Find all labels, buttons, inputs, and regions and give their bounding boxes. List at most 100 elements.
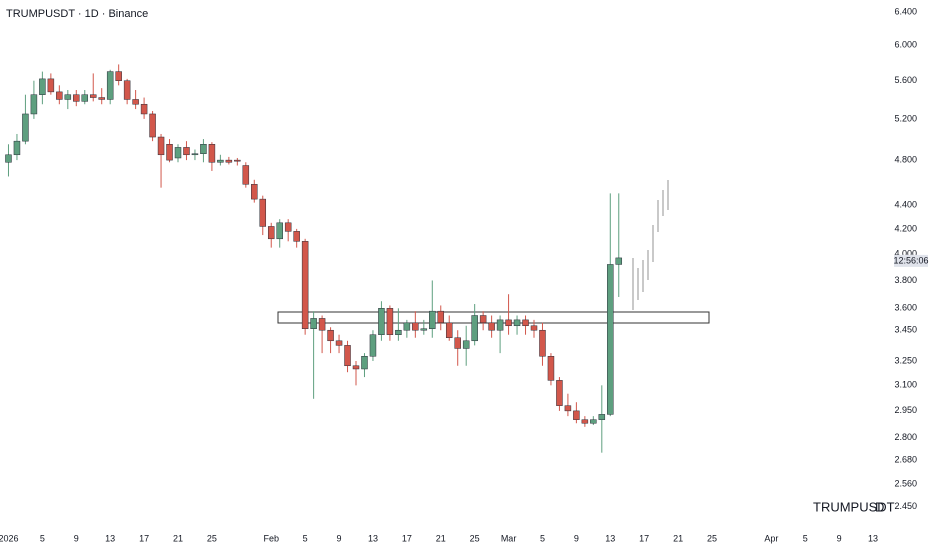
candle-body — [183, 147, 190, 156]
candle-body — [530, 325, 538, 331]
countdown: 12:56:06 — [893, 255, 928, 265]
candle-body — [259, 198, 267, 227]
y-tick-label: 3.800 — [894, 275, 917, 285]
candle-body — [123, 80, 131, 100]
x-tick-label: 9 — [837, 533, 842, 543]
candle-body — [89, 94, 97, 98]
candle-body — [479, 315, 487, 324]
x-tick-label: Apr — [764, 533, 778, 543]
y-tick-label: 3.450 — [894, 325, 917, 335]
candle-body — [106, 71, 114, 100]
candle-body — [429, 310, 436, 329]
candle-body — [488, 322, 495, 331]
y-tick-label: 2.680 — [894, 455, 917, 465]
candle-body — [293, 231, 300, 242]
candle-body — [149, 113, 156, 138]
candle-body — [251, 184, 258, 200]
candle-body — [556, 380, 563, 406]
candle-body — [157, 136, 165, 156]
x-tick-label: 13 — [605, 533, 615, 543]
candle-body — [395, 329, 402, 335]
x-tick-label: 5 — [803, 533, 808, 543]
y-tick-label: 4.200 — [894, 223, 917, 233]
candle-body — [420, 328, 428, 331]
x-tick-label: 17 — [639, 533, 649, 543]
candle-body — [310, 318, 317, 329]
watermark-symbol: TRUMPUSDT — [813, 499, 895, 514]
candle-body — [564, 405, 572, 412]
x-tick-label: 25 — [707, 533, 717, 543]
candle-body — [56, 91, 63, 100]
x-tick-label: 13 — [368, 533, 378, 543]
candle-body — [454, 337, 461, 349]
y-tick-label: 5.600 — [894, 75, 917, 85]
y-tick-label: 4.800 — [894, 154, 917, 164]
candle-body — [132, 99, 139, 105]
candle-body — [522, 319, 529, 327]
x-tick-label: 13 — [105, 533, 115, 543]
candle-body — [513, 319, 521, 327]
x-tick-label: 9 — [74, 533, 79, 543]
y-tick-label: 3.600 — [894, 303, 917, 313]
x-tick-label: 2026 — [0, 533, 18, 543]
candle-body — [166, 144, 173, 161]
x-tick-label: 13 — [868, 533, 878, 543]
x-tick-label: 5 — [40, 533, 45, 543]
y-tick-label: 2.560 — [894, 478, 917, 488]
candle-body — [174, 147, 182, 159]
candle-body — [64, 94, 72, 100]
candle-body — [471, 315, 478, 342]
x-tick-label: 25 — [207, 533, 217, 543]
candle-body — [208, 144, 216, 163]
candle-body — [327, 329, 334, 342]
y-tick-label: 4.400 — [894, 199, 917, 209]
candle-body — [225, 159, 233, 163]
x-tick-label: 9 — [337, 533, 342, 543]
y-tick-label: 3.100 — [894, 380, 917, 390]
watermark-interval: D — [875, 499, 884, 514]
candle-body — [284, 222, 292, 232]
projection — [632, 180, 669, 310]
x-tick-label: 17 — [402, 533, 412, 543]
y-tick-label: 5.200 — [894, 113, 917, 123]
candle-body — [13, 140, 21, 156]
candle-body — [234, 159, 241, 162]
candle-body — [217, 159, 224, 163]
x-tick-label: 5 — [540, 533, 545, 543]
candle-body — [547, 356, 555, 381]
candle-body — [590, 419, 597, 424]
candle-body — [22, 113, 29, 142]
candle-body — [403, 322, 411, 331]
candle-body — [378, 308, 385, 335]
candle-body — [386, 308, 394, 335]
candle-body — [573, 410, 580, 420]
candle-body — [615, 257, 623, 265]
y-tick-label: 2.450 — [894, 501, 917, 511]
candle-body — [352, 365, 360, 370]
candle-body — [361, 356, 368, 370]
y-tick-label: 2.800 — [894, 432, 917, 442]
x-tick-label: Feb — [263, 533, 279, 543]
candle-body — [462, 340, 470, 349]
candle-body — [242, 165, 250, 185]
candle-body — [115, 71, 122, 81]
candle-body — [39, 78, 46, 95]
y-tick-label: 4.000 — [894, 248, 917, 258]
candle-body — [267, 226, 275, 240]
candle-body — [335, 340, 343, 346]
candle-body — [5, 154, 12, 163]
candle-body — [301, 241, 309, 329]
x-tick-label: 25 — [470, 533, 480, 543]
candle-body — [505, 319, 512, 327]
candle-body — [369, 334, 377, 357]
x-tick-label: 21 — [436, 533, 446, 543]
candle-body — [318, 318, 326, 331]
y-tick-label: 2.950 — [894, 405, 917, 415]
x-tick-label: 5 — [303, 533, 308, 543]
candle-body — [73, 94, 80, 102]
candle-body — [581, 419, 589, 424]
candle-body — [98, 97, 105, 100]
candle-body — [344, 345, 351, 367]
